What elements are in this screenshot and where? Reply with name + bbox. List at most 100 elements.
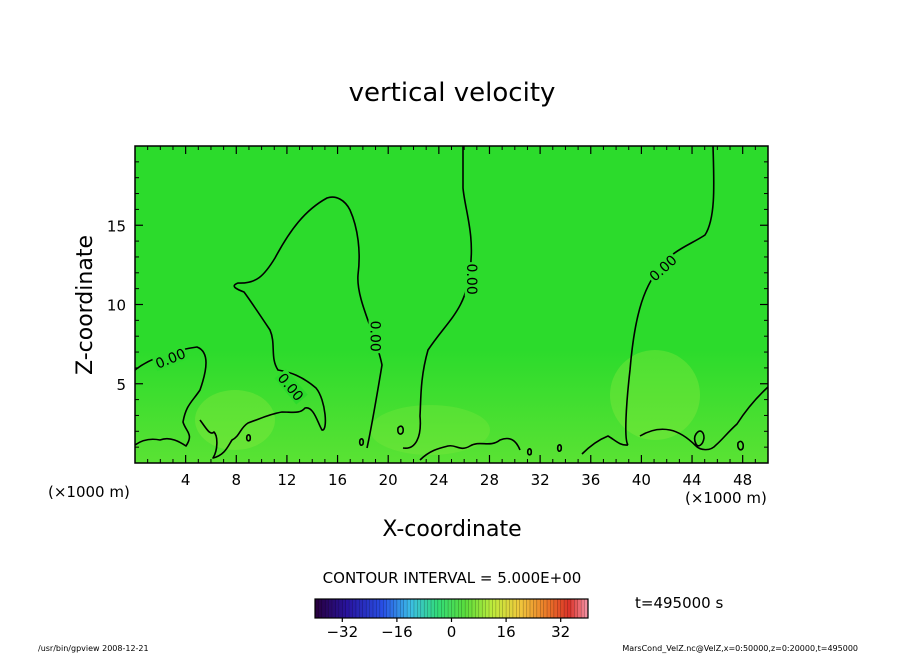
warm-patch	[195, 390, 275, 450]
colorbar-cell	[512, 599, 517, 618]
warm-patch	[370, 405, 490, 455]
colorbar-cell	[499, 599, 503, 618]
colorbar-cell	[581, 599, 585, 618]
colorbar-cell	[386, 599, 391, 618]
colorbar-tick-label: −32	[326, 623, 358, 641]
x-tick-label: 16	[328, 471, 347, 489]
contour-small-cell	[693, 430, 705, 447]
colorbar-cell	[376, 599, 381, 618]
colorbar-cell	[475, 599, 480, 618]
footer-left: /usr/bin/gpview 2008-12-21	[38, 644, 149, 653]
colorbar-cell	[420, 599, 425, 618]
x-tick-label: 44	[682, 471, 701, 489]
contour-label: 0.00	[367, 319, 384, 354]
contour-label-bg	[151, 344, 189, 372]
contour-small-cell	[556, 444, 563, 452]
colorbar-cell	[495, 599, 500, 618]
colorbar-cell	[424, 599, 428, 618]
time-stamp: t=495000 s	[635, 594, 723, 612]
colorbar-cell	[400, 599, 405, 618]
colorbar-cell	[485, 599, 490, 618]
colorbar-cell	[519, 599, 524, 618]
colorbar-cell	[478, 599, 483, 618]
contour-label: 0.00	[463, 262, 480, 297]
colorbar-cell	[444, 599, 449, 618]
colorbar-cell	[454, 599, 459, 618]
contour-label-text: 0.00	[367, 321, 383, 352]
colorbar-cell	[461, 599, 466, 618]
colorbar-cell	[342, 599, 347, 618]
y-tick-label: 15	[107, 217, 126, 235]
colorbar-cell	[560, 599, 565, 618]
colorbar-cell	[471, 599, 476, 618]
contour-small-cell	[526, 448, 533, 456]
colorbar-cell	[509, 599, 514, 618]
colorbar-cell	[533, 599, 538, 618]
colorbar-cell	[407, 599, 411, 618]
y-axis-ticks: 5 10 15	[107, 161, 768, 448]
chart-title: vertical velocity	[349, 78, 556, 108]
x-tick-label: 20	[379, 471, 398, 489]
colorbar-cell	[564, 599, 568, 618]
x-tick-label: 36	[581, 471, 600, 489]
colorbar-cell	[584, 599, 589, 618]
x-tick-label: 8	[232, 471, 242, 489]
colorbar-cell	[577, 599, 582, 618]
colorbar-cell	[332, 599, 336, 618]
contour-left-edge	[135, 346, 207, 447]
colorbar-cell	[574, 599, 579, 618]
colorbar-cell	[492, 599, 497, 618]
x-axis-ticks: 4 8 12 16 20 24 28 32 36 40 44 48	[147, 146, 756, 489]
footer-right: MarsCond_VelZ.nc@VelZ,x=0:50000,z=0:2000…	[622, 644, 858, 653]
contour-right-lower	[695, 386, 768, 451]
colorbar-cell	[458, 599, 463, 618]
colorbar-cell	[393, 599, 398, 618]
contour-surface-wiggle	[419, 428, 697, 461]
colorbar-cell	[396, 599, 401, 618]
contour-center	[402, 146, 473, 449]
colorbar-ticks: −32 −16 0 16 32	[326, 618, 570, 641]
x-tick-label: 40	[632, 471, 651, 489]
plot-area: 0.000.000.000.00 0.00 4 8 12 16 20 24 28 32 36 40 4…	[107, 145, 769, 489]
colorbar-cell	[366, 599, 370, 618]
contour-label-bg	[368, 319, 384, 354]
colorbar-cell	[547, 599, 551, 618]
colorbar-cell	[482, 599, 486, 618]
x-tick-label: 28	[480, 471, 499, 489]
x-tick-label: 12	[277, 471, 296, 489]
warm-patch	[610, 350, 700, 440]
colorbar-cell	[557, 599, 561, 618]
colorbar-cell	[349, 599, 353, 618]
colorbar-cell	[413, 599, 418, 618]
colorbar-cell	[465, 599, 469, 618]
colorbar-cell	[529, 599, 534, 618]
colorbar-cell	[338, 599, 343, 618]
x-unit-left: (×1000 m)	[48, 483, 130, 501]
colorbar-cell	[526, 599, 531, 618]
colorbar-cell	[373, 599, 377, 618]
colorbar-cell	[540, 599, 544, 618]
x-tick-label: 4	[181, 471, 191, 489]
contour-small-cell	[397, 425, 404, 435]
x-unit-right: (×1000 m)	[685, 489, 767, 507]
colorbar-cell	[328, 599, 333, 618]
colorbar-cell	[383, 599, 387, 618]
near-surface-warm-band	[135, 350, 768, 463]
colorbar-cells	[314, 599, 589, 618]
colorbar-cell	[441, 599, 445, 618]
zero-contours	[135, 146, 768, 461]
y-tick-label: 10	[107, 297, 126, 315]
colorbar-cell	[448, 599, 452, 618]
colorbar-cell	[434, 599, 439, 618]
x-tick-label: 24	[429, 471, 448, 489]
colorbar-cell	[362, 599, 367, 618]
colorbar-cell	[506, 599, 510, 618]
colorbar-cell	[489, 599, 493, 618]
x-tick-label: 48	[733, 471, 752, 489]
colorbar-cell	[468, 599, 473, 618]
colorbar-cell	[359, 599, 364, 618]
colorbar-cell	[502, 599, 507, 618]
colorbar-cell	[352, 599, 357, 618]
colorbar-cell	[325, 599, 329, 618]
